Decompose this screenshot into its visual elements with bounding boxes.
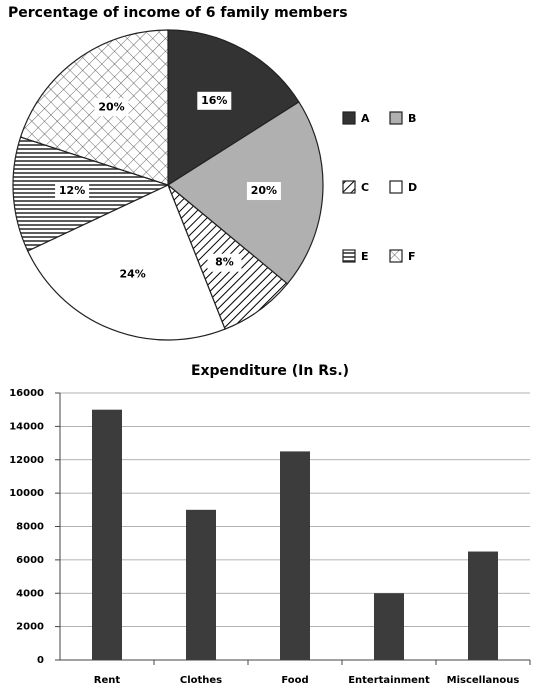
label-box	[94, 98, 129, 117]
bar	[280, 451, 310, 660]
legend-label: A	[361, 112, 370, 125]
x-tick-label: Miscellanous	[447, 675, 520, 686]
label-box	[207, 253, 242, 272]
label-box	[246, 182, 281, 201]
bar	[92, 409, 122, 660]
legend-swatch	[389, 180, 403, 194]
legend-label: D	[408, 181, 417, 194]
y-tick-label: 6000	[16, 555, 44, 566]
legend-swatch	[342, 111, 356, 125]
x-tick-label: Rent	[94, 675, 121, 686]
label-box	[197, 91, 232, 110]
bar-title: Expenditure (In Rs.)	[191, 363, 349, 379]
pie-title: Percentage of income of 6 family members	[8, 5, 348, 21]
label-box	[115, 265, 150, 284]
x-tick-label: Entertainment	[348, 675, 430, 686]
slice-label: 24%	[119, 267, 145, 280]
x-tick-label: Food	[281, 675, 308, 686]
label-box	[55, 182, 90, 201]
pie-slice	[166, 101, 324, 285]
y-tick-label: 2000	[16, 622, 44, 633]
pie-slice	[26, 184, 226, 341]
legend-label: F	[408, 250, 416, 263]
pie-slice	[167, 29, 300, 187]
legend-swatch	[342, 180, 356, 194]
bar	[468, 551, 498, 660]
bar	[186, 509, 216, 660]
y-tick-label: 12000	[9, 455, 44, 466]
slice-label: 8%	[215, 256, 234, 269]
pie-slice	[12, 136, 170, 252]
legend-swatch	[342, 249, 356, 263]
bar	[374, 593, 404, 660]
legend-label: E	[361, 250, 369, 263]
y-tick-label: 0	[37, 655, 44, 666]
legend-swatch	[389, 249, 403, 263]
legend-label: C	[361, 181, 369, 194]
legend-swatch	[389, 111, 403, 125]
slice-label: 20%	[98, 100, 124, 113]
slice-label: 20%	[251, 184, 277, 197]
slice-label: 16%	[201, 94, 227, 107]
y-tick-label: 16000	[9, 388, 44, 399]
pie-slice	[19, 29, 169, 186]
y-tick-label: 10000	[9, 488, 44, 499]
x-tick-label: Clothes	[180, 675, 222, 686]
y-tick-label: 14000	[9, 421, 44, 432]
slice-label: 12%	[59, 184, 85, 197]
legend-label: B	[408, 112, 416, 125]
y-tick-label: 4000	[16, 588, 44, 599]
y-tick-label: 8000	[16, 522, 44, 533]
